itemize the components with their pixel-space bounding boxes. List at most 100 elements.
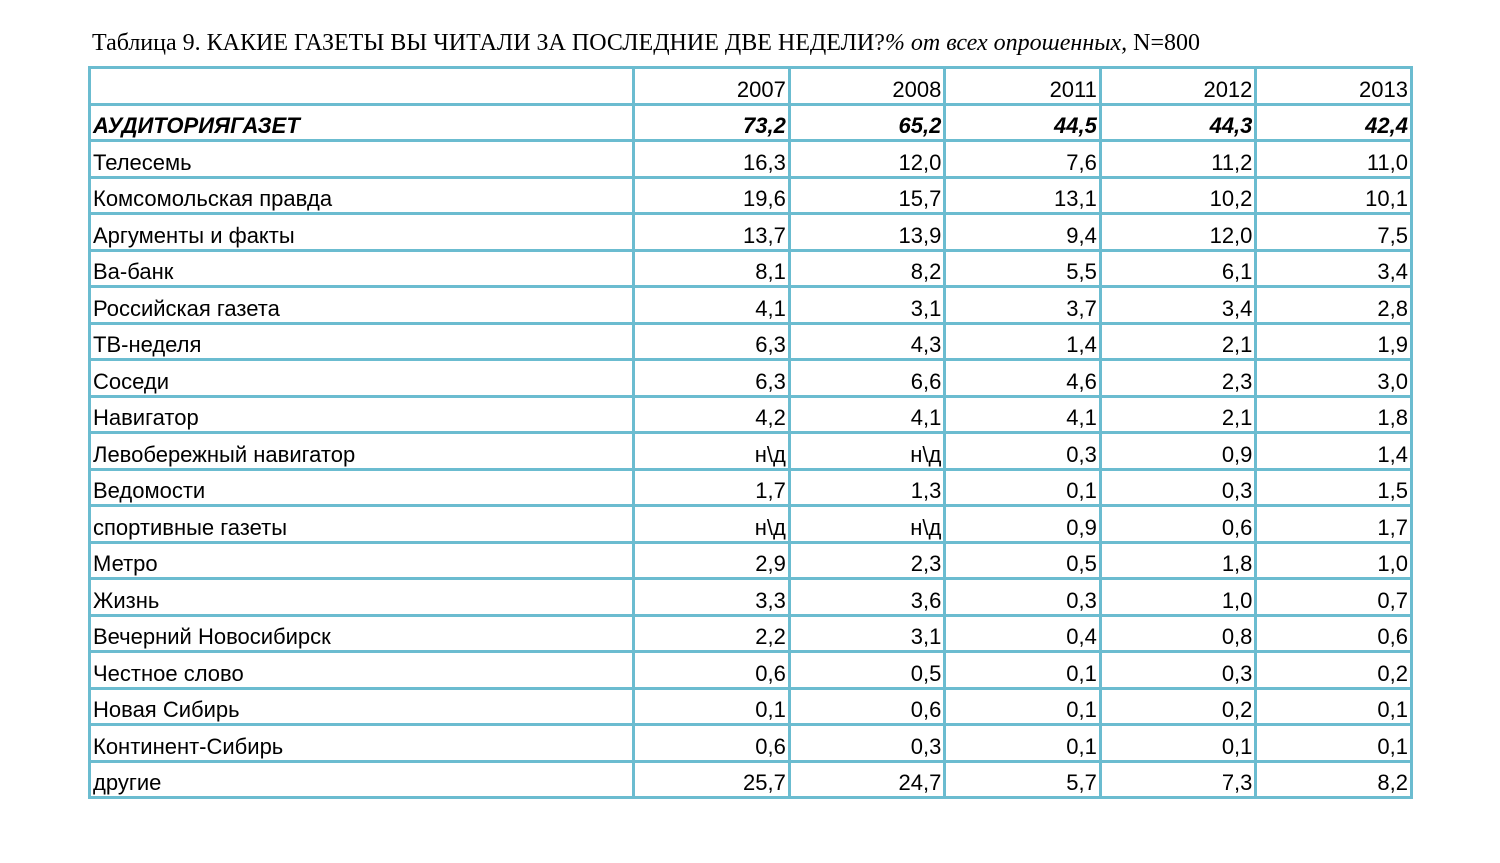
value-cell: 2,1 xyxy=(1098,321,1258,361)
newspaper-table: 2007 2008 2011 2012 2013 АУДИТОРИЯГАЗЕТ 7… xyxy=(87,66,1413,799)
table-row: ТВ-неделя 6,3 4,3 1,4 2,1 1,9 xyxy=(87,321,1413,361)
value-cell: 1,7 xyxy=(632,467,791,507)
value-cell: 0,6 xyxy=(1098,504,1258,544)
value-cell: 7,3 xyxy=(1098,759,1258,799)
table-row: Комсомольская правда 19,6 15,7 13,1 10,2 10,1 xyxy=(87,175,1413,215)
newspaper-name-cell: Ведомости xyxy=(87,467,636,507)
table-body: 2007 2008 2011 2012 2013 АУДИТОРИЯГАЗЕТ 7… xyxy=(87,66,1413,799)
value-cell: 0,3 xyxy=(1098,650,1258,690)
newspaper-table-container: 2007 2008 2011 2012 2013 АУДИТОРИЯГАЗЕТ 7… xyxy=(87,66,1413,799)
table-row: Телесемь 16,3 12,0 7,6 11,2 11,0 xyxy=(87,139,1413,179)
value-cell: 2,3 xyxy=(787,540,947,580)
newspaper-name-cell: АУДИТОРИЯГАЗЕТ xyxy=(87,102,636,142)
newspaper-name-cell: Телесемь xyxy=(87,139,636,179)
newspaper-name-cell: Комсомольская правда xyxy=(87,175,636,215)
value-cell: 0,6 xyxy=(632,650,791,690)
value-cell: 0,2 xyxy=(1098,686,1258,726)
value-cell: н\д xyxy=(787,504,947,544)
newspaper-name-cell: Соседи xyxy=(87,358,636,398)
value-cell: 4,1 xyxy=(787,394,947,434)
newspaper-name-cell: Жизнь xyxy=(87,577,636,617)
table-row: Честное слово 0,6 0,5 0,1 0,3 0,2 xyxy=(87,650,1413,690)
value-cell: 2,2 xyxy=(632,613,791,653)
value-cell: 3,3 xyxy=(632,577,791,617)
value-cell: 8,2 xyxy=(1254,759,1413,799)
value-cell: 0,3 xyxy=(943,577,1102,617)
value-cell: 2,9 xyxy=(632,540,791,580)
value-cell: 7,6 xyxy=(943,139,1102,179)
table-row: Новая Сибирь 0,1 0,6 0,1 0,2 0,1 xyxy=(87,686,1413,726)
value-cell: 5,7 xyxy=(943,759,1102,799)
table-row: Аргументы и факты 13,7 13,9 9,4 12,0 7,5 xyxy=(87,212,1413,252)
value-cell: 4,6 xyxy=(943,358,1102,398)
value-cell: 0,7 xyxy=(1254,577,1413,617)
value-cell: 3,4 xyxy=(1254,248,1413,288)
value-cell: 0,3 xyxy=(1098,467,1258,507)
title-main: Таблица 9. КАКИЕ ГАЗЕТЫ ВЫ ЧИТАЛИ ЗА ПОС… xyxy=(92,30,885,56)
value-cell: 2,1 xyxy=(1098,394,1258,434)
value-cell: 4,1 xyxy=(632,285,791,325)
title-italic: % от всех опрошенных, xyxy=(884,30,1128,56)
table-row: Жизнь 3,3 3,6 0,3 1,0 0,7 xyxy=(87,577,1413,617)
value-cell: 12,0 xyxy=(787,139,947,179)
value-cell: 5,5 xyxy=(943,248,1102,288)
value-cell: 0,1 xyxy=(1254,686,1413,726)
value-cell: 0,1 xyxy=(943,686,1102,726)
value-cell: 1,3 xyxy=(787,467,947,507)
value-cell: 44,3 xyxy=(1098,102,1258,142)
header-year-cell: 2007 xyxy=(632,66,791,106)
value-cell: 16,3 xyxy=(632,139,791,179)
header-year-cell: 2013 xyxy=(1254,66,1413,106)
value-cell: 42,4 xyxy=(1254,102,1413,142)
table-row: Метро 2,9 2,3 0,5 1,8 1,0 xyxy=(87,540,1413,580)
value-cell: 7,5 xyxy=(1254,212,1413,252)
value-cell: 4,1 xyxy=(943,394,1102,434)
value-cell: н\д xyxy=(787,431,947,471)
newspaper-name-cell: Новая Сибирь xyxy=(87,686,636,726)
newspaper-name-cell: Континент-Сибирь xyxy=(87,723,636,763)
value-cell: 0,1 xyxy=(943,723,1102,763)
value-cell: 3,7 xyxy=(943,285,1102,325)
table-row: АУДИТОРИЯГАЗЕТ 73,2 65,2 44,5 44,3 42,4 xyxy=(87,102,1413,142)
value-cell: 10,1 xyxy=(1254,175,1413,215)
value-cell: 13,1 xyxy=(943,175,1102,215)
newspaper-name-cell: спортивные газеты xyxy=(87,504,636,544)
value-cell: 10,2 xyxy=(1098,175,1258,215)
value-cell: 8,1 xyxy=(632,248,791,288)
value-cell: 6,3 xyxy=(632,321,791,361)
table-row: Российская газета 4,1 3,1 3,7 3,4 2,8 xyxy=(87,285,1413,325)
table-row: Левобережный навигатор н\д н\д 0,3 0,9 1,4 xyxy=(87,431,1413,471)
table-title: Таблица 9. КАКИЕ ГАЗЕТЫ ВЫ ЧИТАЛИ ЗА ПОС… xyxy=(92,28,1200,58)
table-row: Навигатор 4,2 4,1 4,1 2,1 1,8 xyxy=(87,394,1413,434)
header-year-cell: 2008 xyxy=(787,66,947,106)
value-cell: 0,5 xyxy=(943,540,1102,580)
value-cell: 11,0 xyxy=(1254,139,1413,179)
value-cell: 1,4 xyxy=(1254,431,1413,471)
value-cell: 3,1 xyxy=(787,613,947,653)
newspaper-name-cell: Левобережный навигатор xyxy=(87,431,636,471)
newspaper-name-cell: другие xyxy=(87,759,636,799)
value-cell: 0,6 xyxy=(1254,613,1413,653)
value-cell: н\д xyxy=(632,504,791,544)
value-cell: 1,4 xyxy=(943,321,1102,361)
newspaper-name-cell: Честное слово xyxy=(87,650,636,690)
value-cell: 0,5 xyxy=(787,650,947,690)
value-cell: 0,1 xyxy=(1254,723,1413,763)
value-cell: 1,8 xyxy=(1254,394,1413,434)
value-cell: 3,0 xyxy=(1254,358,1413,398)
value-cell: 1,8 xyxy=(1098,540,1258,580)
value-cell: 19,6 xyxy=(632,175,791,215)
newspaper-name-cell: Российская газета xyxy=(87,285,636,325)
value-cell: 1,9 xyxy=(1254,321,1413,361)
value-cell: 8,2 xyxy=(787,248,947,288)
value-cell: 0,8 xyxy=(1098,613,1258,653)
value-cell: 2,8 xyxy=(1254,285,1413,325)
newspaper-name-cell: Вечерний Новосибирск xyxy=(87,613,636,653)
value-cell: 6,1 xyxy=(1098,248,1258,288)
value-cell: 0,3 xyxy=(787,723,947,763)
value-cell: 1,5 xyxy=(1254,467,1413,507)
value-cell: 24,7 xyxy=(787,759,947,799)
newspaper-name-cell: Ва-банк xyxy=(87,248,636,288)
value-cell: 0,9 xyxy=(943,504,1102,544)
value-cell: 1,0 xyxy=(1254,540,1413,580)
